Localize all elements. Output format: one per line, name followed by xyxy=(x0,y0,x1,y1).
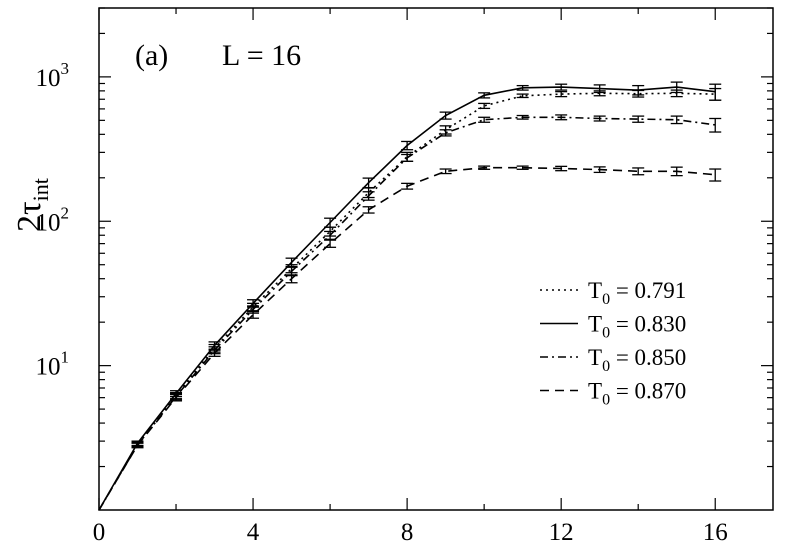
error-bar xyxy=(131,442,144,449)
error-bar xyxy=(670,81,683,94)
legend-label: T0 = 0.791 xyxy=(588,278,686,308)
y-tick-label: 103 xyxy=(36,59,70,92)
series-layer xyxy=(98,81,722,511)
error-bar xyxy=(362,177,375,189)
legend-label-subscript: 0 xyxy=(602,392,610,409)
error-bar xyxy=(285,274,298,284)
legend-label-subscript: 0 xyxy=(602,358,610,375)
y-tick-label-base: 10 xyxy=(36,354,61,381)
error-bar xyxy=(362,206,375,214)
legend-label: T0 = 0.850 xyxy=(588,345,686,375)
legend-label-main: T xyxy=(588,312,602,337)
y-axis-label-subscript: int xyxy=(28,178,53,201)
error-bar xyxy=(401,140,414,151)
error-bar xyxy=(362,191,375,201)
x-tick-label: 8 xyxy=(401,519,414,544)
y-tick-label-exponent: 3 xyxy=(61,59,70,78)
y-tick-label-exponent: 2 xyxy=(61,203,70,222)
series-4 xyxy=(98,165,722,511)
x-tick-label: 4 xyxy=(247,519,260,544)
error-bar xyxy=(593,115,606,122)
legend-label: T0 = 0.830 xyxy=(588,312,686,342)
panel-label: (a) xyxy=(135,39,168,72)
plot-frame xyxy=(98,7,774,511)
error-bar xyxy=(709,168,722,182)
error-bar xyxy=(478,102,491,110)
legend-label-main: T xyxy=(588,345,602,370)
error-bar xyxy=(516,114,529,120)
y-tick-label: 102 xyxy=(36,203,70,236)
error-bar xyxy=(439,111,452,120)
x-tick-label: 16 xyxy=(703,519,728,544)
error-bar xyxy=(670,115,683,125)
series-line xyxy=(98,166,716,511)
error-bar xyxy=(632,167,645,176)
error-bar xyxy=(709,117,722,133)
error-bar xyxy=(516,165,529,170)
y-tick-label-base: 10 xyxy=(36,209,61,236)
error-bar xyxy=(632,84,645,96)
legend-label-value: = 0.870 xyxy=(610,379,686,404)
error-bar xyxy=(401,153,414,162)
error-bar xyxy=(170,393,183,402)
error-bar xyxy=(709,83,722,101)
error-bar xyxy=(516,84,529,91)
legend-label-main: T xyxy=(588,278,602,303)
error-bar xyxy=(324,239,337,248)
error-bar xyxy=(478,165,491,170)
error-bar xyxy=(208,349,221,357)
legend-label-value: = 0.791 xyxy=(610,278,686,303)
error-bar xyxy=(324,217,337,228)
legend-label-main: T xyxy=(588,379,602,404)
error-bar xyxy=(247,310,260,319)
error-bar xyxy=(478,116,491,123)
x-tick-label: 12 xyxy=(549,519,574,544)
error-bar xyxy=(439,168,452,175)
legend-label-value: = 0.850 xyxy=(610,345,686,370)
error-bar xyxy=(632,115,645,123)
error-bar xyxy=(555,165,568,172)
y-tick-label-exponent: 1 xyxy=(61,348,70,367)
error-bar xyxy=(439,129,452,137)
x-tick-label: 0 xyxy=(93,519,106,544)
legend-label-subscript: 0 xyxy=(602,325,610,342)
error-bar xyxy=(478,92,491,99)
legend-label: T0 = 0.870 xyxy=(588,379,686,409)
text-layer: (a) L = 16 2τint xyxy=(11,39,301,232)
y-axis-label: 2τint xyxy=(11,178,53,232)
error-bar xyxy=(593,84,606,94)
error-bar xyxy=(555,114,568,121)
error-bar xyxy=(401,182,414,190)
y-axis-label-main: 2τ xyxy=(11,201,48,232)
y-tick-label: 101 xyxy=(36,348,70,381)
y-tick-label-base: 10 xyxy=(36,65,61,92)
error-bar xyxy=(555,83,568,91)
legend-label-subscript: 0 xyxy=(602,291,610,308)
error-bar xyxy=(555,91,568,98)
system-size-annotation: L = 16 xyxy=(222,39,301,72)
error-bar xyxy=(670,166,683,177)
error-bar xyxy=(593,166,606,174)
legend-label-value: = 0.830 xyxy=(610,312,686,337)
error-bar xyxy=(516,93,529,99)
